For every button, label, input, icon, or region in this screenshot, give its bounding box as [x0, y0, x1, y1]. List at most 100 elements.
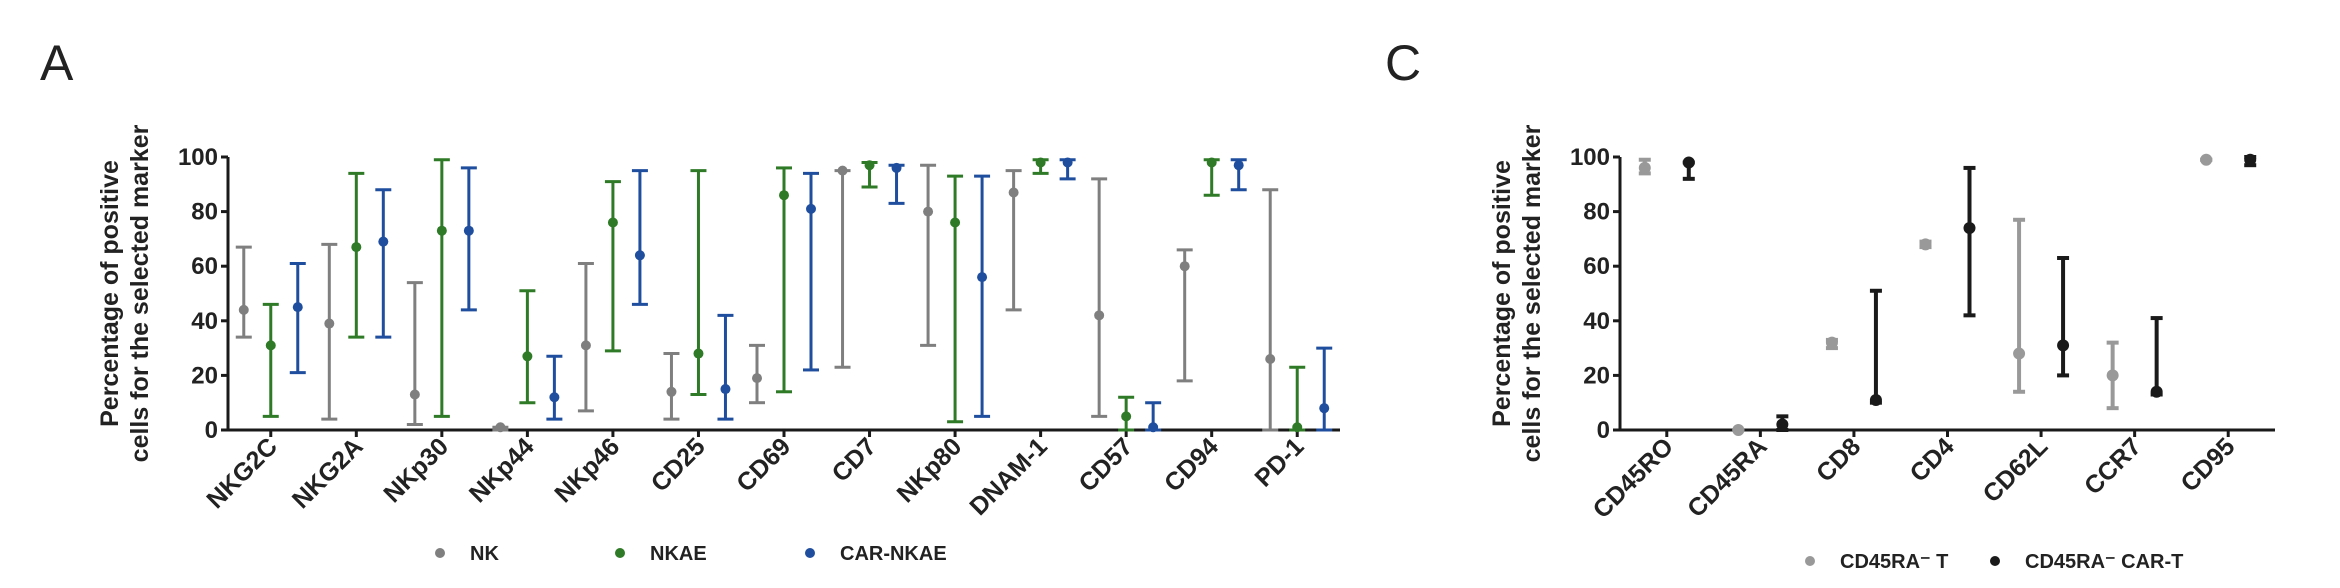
category-label-a: NKp80 — [892, 432, 968, 508]
data-point-car-nkae — [891, 162, 902, 173]
data-point-nkae — [1206, 157, 1217, 168]
category-label-c: CD4 — [1905, 432, 1960, 487]
data-point-cd45ra-t — [2013, 347, 2026, 360]
data-point-cd45ra-car-t — [2150, 385, 2163, 398]
y-axis-label-a: Percentage of positive — [96, 160, 124, 427]
panel-label-a: A — [40, 35, 74, 91]
category-label-a: NKp46 — [549, 432, 625, 508]
data-point-nkae — [265, 340, 276, 351]
panel-label-c: C — [1385, 35, 1421, 91]
y-tick-label-a: 40 — [191, 308, 218, 335]
category-label-c: CD45RA — [1682, 432, 1773, 523]
category-label-a: CD69 — [731, 432, 796, 497]
y-tick-label-c: 80 — [1583, 199, 1610, 226]
category-label-a: NKG2C — [201, 432, 283, 514]
category-label-a: CD7 — [827, 432, 882, 487]
data-point-car-nkae — [977, 272, 988, 283]
legend-label-cd45ra-t: CD45RA⁻ T — [1840, 551, 1948, 573]
legend-marker-nkae — [615, 548, 625, 558]
category-label-a: NKG2A — [287, 432, 369, 514]
legend-marker-car-nkae — [805, 548, 815, 558]
data-point-nkae — [1292, 422, 1303, 433]
data-point-nkae — [607, 217, 618, 228]
category-label-c: CD62L — [1978, 432, 2054, 508]
data-point-nkae — [1121, 411, 1132, 422]
data-point-car-nkae — [378, 236, 389, 247]
legend-marker-cd45ra-t — [1805, 556, 1815, 566]
data-point-nk — [409, 389, 420, 400]
y-tick-label-c: 60 — [1583, 253, 1610, 280]
data-point-cd45ra-car-t — [2057, 339, 2070, 352]
data-point-nkae — [1035, 157, 1046, 168]
category-label-c: CD45RO — [1588, 432, 1680, 524]
data-point-car-nkae — [1233, 160, 1244, 171]
category-label-a: PD-1 — [1249, 432, 1309, 492]
data-point-nk — [1008, 187, 1019, 198]
data-point-nk — [1265, 354, 1276, 365]
category-label-c: CD95 — [2175, 432, 2240, 497]
category-label-a: NKp44 — [464, 432, 540, 508]
legend-label-nk: NK — [470, 543, 499, 565]
legend-label-cd45ra-car-t: CD45RA⁻ CAR-T — [2025, 551, 2183, 573]
y-axis-label-c: cells for the selected marker — [1518, 124, 1546, 462]
data-point-nk — [1094, 310, 1105, 321]
y-tick-label-a: 0 — [205, 417, 218, 444]
data-point-nk — [923, 206, 934, 217]
data-point-nkae — [522, 351, 533, 362]
data-point-nk — [666, 386, 677, 397]
y-tick-label-c: 20 — [1583, 362, 1610, 389]
legend-marker-cd45ra-car-t — [1990, 556, 2000, 566]
data-point-cd45ra-car-t — [1963, 221, 1976, 234]
category-label-c: CCR7 — [2079, 432, 2147, 500]
data-point-nk — [752, 373, 762, 384]
y-axis-label-c: Percentage of positive — [1488, 160, 1516, 427]
y-tick-label-a: 100 — [178, 144, 218, 171]
data-point-car-nkae — [634, 250, 645, 261]
data-point-nk — [837, 165, 848, 176]
data-point-cd45ra-t — [2106, 369, 2119, 382]
data-point-nkae — [436, 225, 447, 236]
data-point-car-nkae — [292, 302, 303, 313]
data-point-cd45ra-car-t — [1776, 418, 1789, 431]
data-point-nkae — [950, 217, 961, 228]
data-point-nk — [580, 340, 591, 351]
data-point-cd45ra-car-t — [2244, 153, 2257, 166]
y-tick-label-c: 0 — [1597, 417, 1610, 444]
data-point-cd45ra-t — [1919, 238, 1932, 251]
category-label-a: CD25 — [646, 432, 711, 497]
legend-marker-nk — [435, 548, 445, 558]
category-label-a: NKp30 — [378, 432, 454, 508]
data-point-car-nkae — [1062, 157, 1073, 168]
y-tick-label-a: 80 — [191, 199, 218, 226]
data-point-car-nkae — [463, 225, 474, 236]
y-tick-label-a: 20 — [191, 362, 218, 389]
category-label-c: CD8 — [1811, 432, 1866, 487]
data-point-nkae — [693, 348, 704, 359]
data-point-cd45ra-car-t — [1682, 156, 1695, 169]
category-label-a: CD94 — [1159, 432, 1224, 497]
data-point-nk — [495, 422, 506, 433]
data-point-cd45ra-t — [1825, 336, 1838, 349]
data-point-cd45ra-car-t — [1869, 393, 1882, 406]
data-point-nkae — [779, 190, 789, 201]
data-point-car-nkae — [1319, 403, 1330, 414]
legend-label-nkae: NKAE — [650, 543, 707, 565]
data-point-nk — [1179, 261, 1190, 272]
y-axis-label-a: cells for the selected marker — [126, 124, 154, 462]
data-point-nkae — [351, 242, 362, 253]
data-point-car-nkae — [549, 392, 560, 403]
data-point-nk — [238, 304, 249, 315]
data-point-car-nkae — [1148, 422, 1159, 433]
y-tick-label-c: 100 — [1570, 144, 1610, 171]
data-point-nk — [324, 318, 335, 329]
data-point-cd45ra-t — [1638, 161, 1651, 174]
data-point-cd45ra-t — [2200, 153, 2213, 166]
category-label-a: CD57 — [1073, 432, 1138, 497]
category-label-a: DNAM-1 — [964, 432, 1053, 521]
data-point-nkae — [864, 160, 875, 171]
data-point-car-nkae — [720, 384, 731, 395]
data-point-car-nkae — [806, 203, 816, 214]
y-tick-label-a: 60 — [191, 253, 218, 280]
y-tick-label-c: 40 — [1583, 308, 1610, 335]
